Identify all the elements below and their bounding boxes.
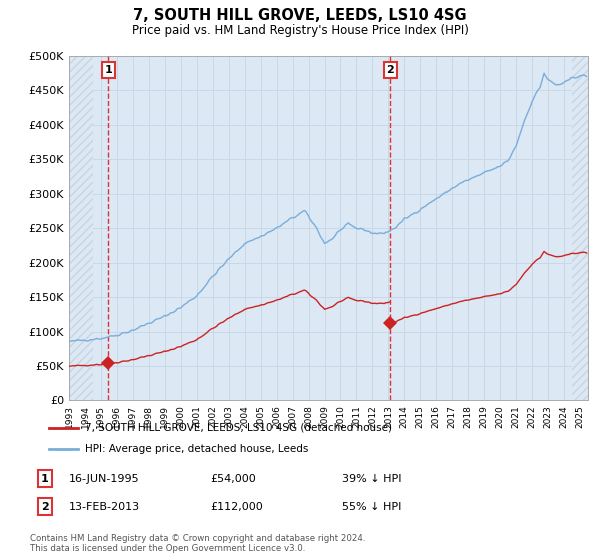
Text: 1: 1 [41, 474, 49, 484]
Text: £54,000: £54,000 [210, 474, 256, 484]
Text: 7, SOUTH HILL GROVE, LEEDS, LS10 4SG (detached house): 7, SOUTH HILL GROVE, LEEDS, LS10 4SG (de… [85, 423, 392, 433]
Bar [69, 56, 93, 400]
Text: £112,000: £112,000 [210, 502, 263, 512]
Text: HPI: Average price, detached house, Leeds: HPI: Average price, detached house, Leed… [85, 444, 308, 454]
Text: 55% ↓ HPI: 55% ↓ HPI [342, 502, 401, 512]
Text: 2: 2 [386, 65, 394, 75]
Text: 13-FEB-2013: 13-FEB-2013 [69, 502, 140, 512]
Text: 2: 2 [41, 502, 49, 512]
Text: 7, SOUTH HILL GROVE, LEEDS, LS10 4SG: 7, SOUTH HILL GROVE, LEEDS, LS10 4SG [133, 8, 467, 24]
Text: Contains HM Land Registry data © Crown copyright and database right 2024.
This d: Contains HM Land Registry data © Crown c… [30, 534, 365, 553]
Text: Price paid vs. HM Land Registry's House Price Index (HPI): Price paid vs. HM Land Registry's House … [131, 24, 469, 36]
Text: 39% ↓ HPI: 39% ↓ HPI [342, 474, 401, 484]
Bar [572, 56, 596, 400]
Text: 16-JUN-1995: 16-JUN-1995 [69, 474, 140, 484]
Text: 1: 1 [104, 65, 112, 75]
